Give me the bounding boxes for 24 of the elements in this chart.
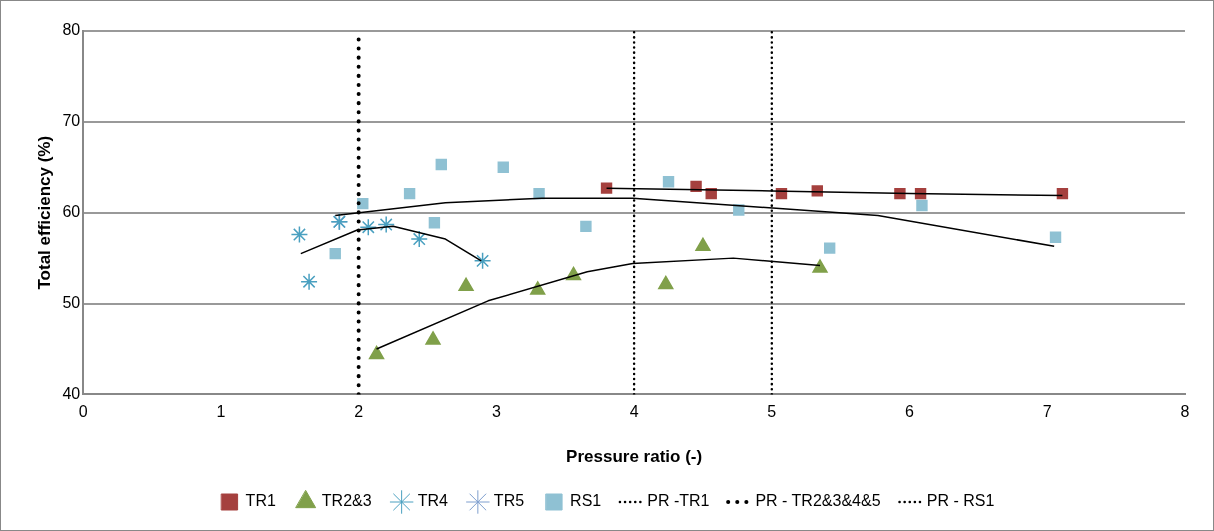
y-tick-label: 80 bbox=[62, 21, 81, 39]
y-axis-title: Total efficiency (%) bbox=[34, 135, 54, 290]
legend-label: TR4 bbox=[417, 492, 448, 510]
x-tick-label: 4 bbox=[629, 403, 639, 421]
legend-label: TR2&3 bbox=[321, 492, 372, 510]
x-tick-label: 7 bbox=[1042, 403, 1052, 421]
legend-label: RS1 bbox=[570, 492, 602, 510]
y-tick-label: 50 bbox=[62, 293, 81, 311]
legend-label: PR - RS1 bbox=[926, 492, 995, 510]
x-tick-label: 5 bbox=[767, 403, 777, 421]
y-tick-label: 60 bbox=[62, 203, 81, 221]
x-tick-label: 8 bbox=[1180, 403, 1190, 421]
legend-label: TR5 bbox=[493, 492, 525, 510]
x-axis-title: Pressure ratio (-) bbox=[566, 447, 703, 467]
x-tick-label: 6 bbox=[905, 403, 915, 421]
y-tick-label: 40 bbox=[62, 384, 81, 402]
legend-label: PR -TR1 bbox=[647, 492, 710, 510]
x-tick-label: 2 bbox=[354, 403, 364, 421]
x-tick-label: 1 bbox=[216, 403, 226, 421]
x-tick-label: 3 bbox=[491, 403, 501, 421]
x-tick-label: 0 bbox=[78, 403, 88, 421]
legend-label: PR - TR2&3&4&5 bbox=[755, 492, 881, 510]
legend-label: TR1 bbox=[245, 492, 276, 510]
y-tick-label: 70 bbox=[62, 112, 81, 130]
